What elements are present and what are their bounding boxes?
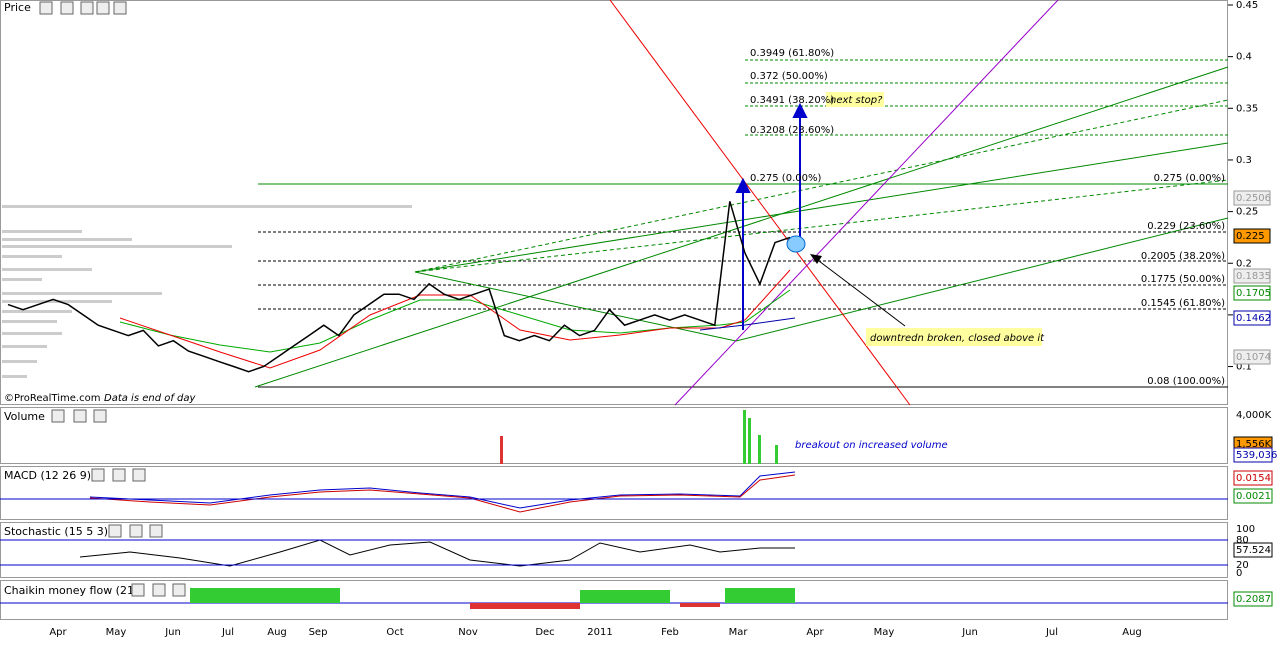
price-badge xyxy=(1233,310,1271,326)
fib-label: 0.08 (100.00%) xyxy=(1147,376,1225,387)
price-line xyxy=(7,201,791,373)
x-tick-label: Feb xyxy=(661,627,679,638)
x-tick-label: Oct xyxy=(386,627,403,638)
volume-bars xyxy=(743,410,778,464)
note-box xyxy=(866,328,1042,346)
y-tick-label: 0.25 xyxy=(1236,207,1258,218)
cmf-bars xyxy=(190,588,795,603)
fib-label: 0.3208 (23.60%) xyxy=(750,125,834,136)
trendlines xyxy=(254,0,1229,406)
x-tick-label: Mar xyxy=(729,627,749,638)
badge xyxy=(1233,542,1273,558)
volume-note: breakout on increased volume xyxy=(795,440,948,451)
panel-title: Stochastic (15 5 3) xyxy=(4,525,108,538)
panel-title: Price xyxy=(4,1,31,14)
macd-signal xyxy=(89,474,796,513)
highlight-circle xyxy=(786,235,806,253)
x-tick-label: 2011 xyxy=(587,627,612,638)
x-tick-label: Jul xyxy=(1045,627,1058,638)
arrows xyxy=(735,102,808,330)
y-tick-label: 0.3 xyxy=(1236,155,1252,166)
footer-note: Data is end of day xyxy=(104,393,197,404)
price-badge xyxy=(1233,268,1271,284)
badge xyxy=(1233,591,1273,607)
price-badge-label: 0.1462 xyxy=(1236,313,1271,324)
price-badge-label: 0.1074 xyxy=(1236,352,1271,363)
y-tick-label: 0 xyxy=(1236,568,1242,579)
note-box xyxy=(826,92,884,107)
y-tick-label: 0.45 xyxy=(1236,0,1258,11)
fib-label: 0.229 (23.60%) xyxy=(1147,221,1225,232)
fib-label: 0.1545 (61.80%) xyxy=(1141,298,1225,309)
x-tick-label: Nov xyxy=(458,627,478,638)
price-badge xyxy=(1233,349,1271,365)
fib-label: 0.372 (50.00%) xyxy=(750,71,828,82)
fib-lines xyxy=(745,59,1228,136)
x-tick-label: Jul xyxy=(221,627,234,638)
note-break: downtredn broken, closed above it xyxy=(870,333,1045,344)
badge-label: 0.0154 xyxy=(1236,473,1271,484)
y-tick-label: 0.2 xyxy=(1236,258,1252,269)
y-tick-label: 0.35 xyxy=(1236,103,1258,114)
badge xyxy=(1233,447,1273,463)
y-tick-label: 100 xyxy=(1236,524,1255,535)
price-badge-label: 0.2506 xyxy=(1236,193,1271,204)
fib-label: 0.2005 (38.20%) xyxy=(1141,251,1225,262)
panel-icons[interactable] xyxy=(39,1,186,597)
x-tick-label: Aug xyxy=(267,627,287,638)
x-tick-label: Jun xyxy=(164,627,181,638)
fib-label: 0.3491 (38.20%) xyxy=(750,95,834,106)
price-badge xyxy=(1233,190,1271,206)
x-tick-label: Dec xyxy=(535,627,554,638)
x-tick-label: Jun xyxy=(961,627,978,638)
x-tick-label: May xyxy=(106,627,127,638)
x-tick-label: Aug xyxy=(1122,627,1142,638)
badge-label: 539,036 xyxy=(1236,450,1277,461)
cmf-bars-negative xyxy=(470,603,720,609)
moving-average-blue xyxy=(699,317,796,331)
x-tick-label: May xyxy=(874,627,895,638)
badge xyxy=(1233,488,1273,504)
badge-label: 57.524 xyxy=(1236,545,1271,556)
price-badge-label: 0.1835 xyxy=(1236,271,1271,282)
panel-frames xyxy=(0,0,1228,620)
panel-title: Chaikin money flow (21) xyxy=(4,584,138,597)
macd-line xyxy=(89,471,796,509)
x-tick-label: Apr xyxy=(49,627,67,638)
badge-label: 1,556K xyxy=(1236,439,1272,450)
price-badge-label: 0.225 xyxy=(1236,231,1265,242)
note-target: next stop? xyxy=(830,95,883,106)
y-tick-label: 80 xyxy=(1236,535,1249,546)
x-tick-label: Sep xyxy=(309,627,328,638)
y-tick-label: 4,000K xyxy=(1236,410,1272,421)
badge-label: 0.2087 xyxy=(1236,594,1271,605)
footer: ©ProRealTime.com xyxy=(4,393,100,404)
price-badge xyxy=(1233,285,1271,301)
fib-label: 0.1775 (50.00%) xyxy=(1141,274,1225,285)
price-badge xyxy=(1233,228,1271,244)
volume-bar xyxy=(500,436,503,464)
price-badge-label: 0.1705 xyxy=(1236,288,1271,299)
badge xyxy=(1233,470,1273,486)
x-tick-label: Apr xyxy=(806,627,824,638)
badge-label: 0.0021 xyxy=(1236,491,1271,502)
y-tick-label: 20 xyxy=(1236,560,1249,571)
moving-average-green xyxy=(119,289,791,353)
panel-title: MACD (12 26 9) xyxy=(4,469,91,482)
y-tick-label: 0.4 xyxy=(1236,52,1252,63)
panel-title: Volume xyxy=(4,410,45,423)
fib-label: 0.275 (0.00%) xyxy=(1154,173,1225,184)
annotation-arrow xyxy=(814,257,906,327)
y-tick-label: 0.1 xyxy=(1236,362,1252,373)
fib-label: 0.275 (0.00%) xyxy=(750,173,821,184)
annotation-arrowhead xyxy=(810,254,822,264)
fib-label: 0.3949 (61.80%) xyxy=(750,48,834,59)
